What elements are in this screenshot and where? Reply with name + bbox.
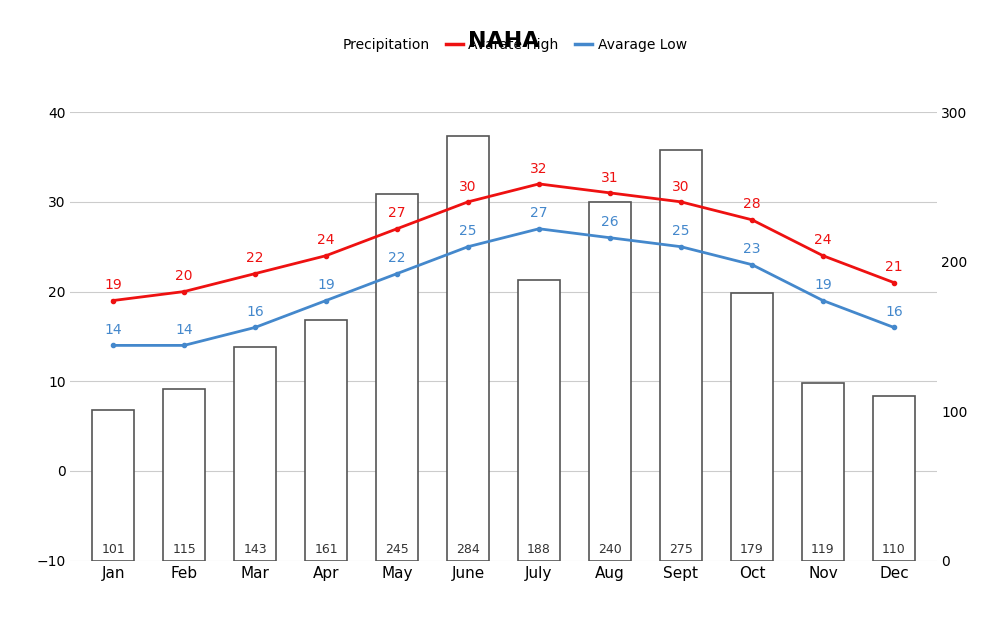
Text: 28: 28 — [743, 197, 760, 211]
Text: 20: 20 — [175, 269, 192, 283]
Text: 24: 24 — [815, 234, 832, 247]
Text: 25: 25 — [673, 224, 690, 239]
Text: 284: 284 — [456, 543, 480, 556]
Bar — [376, 194, 418, 561]
Bar — [92, 410, 134, 561]
Text: 31: 31 — [601, 171, 618, 184]
Bar — [660, 150, 702, 561]
Text: 240: 240 — [598, 543, 622, 556]
Text: 21: 21 — [885, 260, 902, 274]
Text: 23: 23 — [743, 242, 760, 256]
Text: 161: 161 — [314, 543, 338, 556]
Text: 32: 32 — [531, 161, 548, 176]
Legend: Precipitation, Avarate High, Avarage Low: Precipitation, Avarate High, Avarage Low — [320, 39, 687, 52]
Text: 27: 27 — [531, 206, 548, 221]
Text: 101: 101 — [102, 543, 125, 556]
Text: 16: 16 — [246, 305, 264, 319]
Bar — [163, 389, 205, 561]
Text: 14: 14 — [105, 323, 122, 337]
Text: 119: 119 — [811, 543, 835, 556]
Bar — [802, 383, 844, 561]
Text: 110: 110 — [882, 543, 905, 556]
Text: 16: 16 — [885, 305, 903, 319]
Text: 26: 26 — [601, 216, 618, 229]
Text: 245: 245 — [385, 543, 409, 556]
Bar — [447, 136, 489, 561]
Text: 30: 30 — [459, 179, 476, 194]
Text: 188: 188 — [527, 543, 551, 556]
Text: 179: 179 — [740, 543, 764, 556]
Bar — [873, 396, 915, 561]
Text: 19: 19 — [104, 278, 122, 292]
Text: 143: 143 — [244, 543, 267, 556]
Text: 24: 24 — [317, 234, 334, 247]
Text: 14: 14 — [175, 323, 193, 337]
Text: 19: 19 — [317, 278, 335, 292]
Bar — [731, 293, 773, 561]
Text: NAHA: NAHA — [467, 31, 540, 51]
Text: 25: 25 — [459, 224, 476, 239]
Bar — [518, 280, 560, 561]
Bar — [234, 347, 276, 561]
Text: 27: 27 — [389, 206, 406, 221]
Text: 115: 115 — [172, 543, 196, 556]
Text: 30: 30 — [673, 179, 690, 194]
Text: 22: 22 — [247, 251, 264, 265]
Text: 22: 22 — [389, 251, 406, 265]
Text: 275: 275 — [669, 543, 693, 556]
Bar — [589, 202, 631, 561]
Bar — [305, 320, 347, 561]
Text: 19: 19 — [814, 278, 832, 292]
